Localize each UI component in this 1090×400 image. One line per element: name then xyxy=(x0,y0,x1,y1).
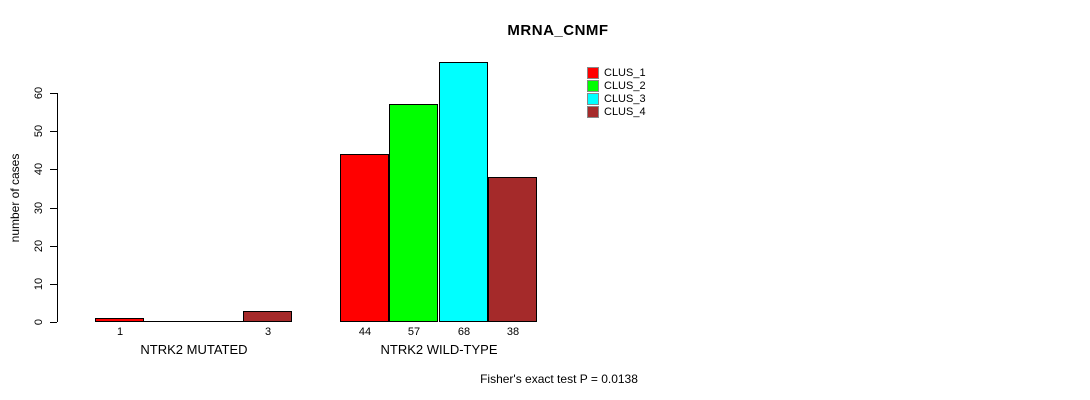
bar-CLUS_1 xyxy=(95,318,144,322)
legend-item-CLUS_4: CLUS_4 xyxy=(587,105,646,118)
bar-CLUS_2-zero xyxy=(144,321,194,322)
bar-value-label: 68 xyxy=(457,326,471,338)
bar-value-label: 38 xyxy=(506,326,520,338)
y-tick xyxy=(50,169,57,170)
legend-item-CLUS_2: CLUS_2 xyxy=(587,79,646,92)
y-tick xyxy=(50,131,57,132)
legend-label: CLUS_2 xyxy=(604,79,646,92)
legend-label: CLUS_1 xyxy=(604,66,646,79)
bar-value-label: 1 xyxy=(116,326,124,338)
bar-CLUS_4 xyxy=(243,311,292,322)
y-tick-label: 0 xyxy=(33,318,45,326)
bar-value-label: 44 xyxy=(358,326,372,338)
legend-item-CLUS_3: CLUS_3 xyxy=(587,92,646,105)
y-tick xyxy=(50,93,57,94)
y-tick-label: 10 xyxy=(33,277,45,291)
bar-CLUS_3-zero xyxy=(194,321,244,322)
bar-CLUS_1 xyxy=(340,154,389,322)
fisher-test-annotation: Fisher's exact test P = 0.0138 xyxy=(480,372,638,386)
bar-CLUS_3 xyxy=(439,62,488,322)
chart-title: MRNA_CNMF xyxy=(507,22,609,39)
bar-value-label: 57 xyxy=(407,326,421,338)
legend-swatch-icon xyxy=(587,79,599,92)
y-tick-label: 40 xyxy=(33,162,45,176)
y-tick-label: 20 xyxy=(33,239,45,253)
legend-item-CLUS_1: CLUS_1 xyxy=(587,66,646,79)
y-tick xyxy=(50,284,57,285)
y-tick-label: 30 xyxy=(33,201,45,215)
y-tick-label: 50 xyxy=(33,124,45,138)
group-label: NTRK2 WILD-TYPE xyxy=(380,342,498,357)
y-tick xyxy=(50,322,57,323)
y-axis-line xyxy=(57,93,58,322)
y-tick xyxy=(50,246,57,247)
y-tick xyxy=(50,208,57,209)
group-label: NTRK2 MUTATED xyxy=(140,342,248,357)
legend-swatch-icon xyxy=(587,66,599,79)
legend-swatch-icon xyxy=(587,92,599,105)
bar-value-label: 3 xyxy=(264,326,272,338)
y-tick-label: 60 xyxy=(33,86,45,100)
bar-CLUS_4 xyxy=(488,177,537,322)
legend-swatch-icon xyxy=(587,105,599,118)
legend-label: CLUS_3 xyxy=(604,92,646,105)
bar-CLUS_2 xyxy=(389,104,438,322)
legend: CLUS_1 CLUS_2 CLUS_3 CLUS_4 xyxy=(587,66,646,118)
legend-label: CLUS_4 xyxy=(604,105,646,118)
